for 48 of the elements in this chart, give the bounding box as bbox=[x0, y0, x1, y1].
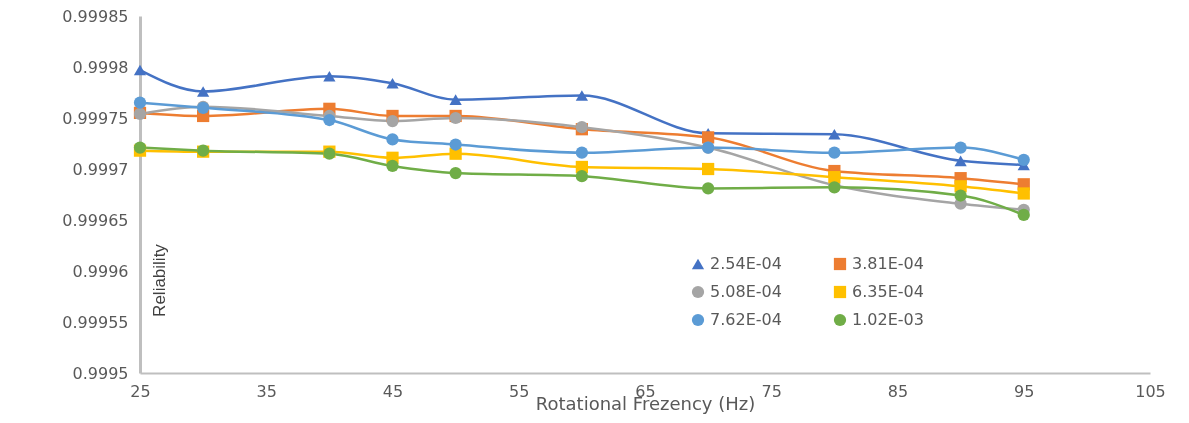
point bbox=[828, 146, 841, 159]
y-tick-label: 0.99955 bbox=[62, 312, 129, 332]
point bbox=[323, 113, 336, 127]
point bbox=[449, 138, 462, 151]
legend-label: 6.35E-04 bbox=[852, 282, 924, 301]
point bbox=[828, 129, 841, 140]
point bbox=[575, 146, 588, 159]
y-tick-label: 0.99965 bbox=[62, 210, 129, 230]
point bbox=[197, 86, 210, 97]
legend-label: 7.62E-04 bbox=[710, 310, 782, 329]
x-tick-label: 35 bbox=[256, 381, 277, 401]
legend-label: 1.02E-03 bbox=[852, 310, 924, 329]
point bbox=[386, 133, 399, 146]
point bbox=[1017, 187, 1030, 200]
y-tick-label: 0.99975 bbox=[62, 108, 129, 128]
point bbox=[449, 94, 462, 105]
point bbox=[702, 162, 715, 176]
point bbox=[954, 189, 967, 202]
x-tick-label: 45 bbox=[382, 381, 404, 401]
point bbox=[386, 114, 399, 128]
x-tick-label: 25 bbox=[130, 381, 151, 401]
x-tick-label: 95 bbox=[1014, 381, 1035, 401]
point bbox=[386, 159, 399, 173]
point bbox=[954, 141, 967, 154]
x-tick-label: 85 bbox=[887, 381, 909, 401]
y-tick-label: 0.99985 bbox=[62, 6, 129, 26]
point bbox=[386, 78, 399, 89]
point bbox=[323, 70, 336, 82]
y-axis-title: Reliability bbox=[149, 243, 169, 317]
point bbox=[133, 64, 147, 76]
point bbox=[702, 182, 715, 195]
point bbox=[449, 166, 462, 180]
legend-label: 3.81E-04 bbox=[852, 254, 924, 273]
point bbox=[575, 170, 588, 183]
point bbox=[133, 96, 147, 109]
point bbox=[1017, 153, 1030, 166]
y-tick-label: 0.9995 bbox=[72, 363, 129, 383]
x-tick-label: 105 bbox=[1135, 381, 1166, 401]
x-tick-label: 75 bbox=[761, 381, 782, 401]
point bbox=[954, 155, 967, 167]
y-tick-label: 0.9998 bbox=[72, 57, 129, 77]
y-tick-label: 0.9997 bbox=[72, 159, 129, 179]
point bbox=[1017, 208, 1030, 222]
legend-label: 2.54E-04 bbox=[710, 254, 782, 273]
x-tick-label: 55 bbox=[509, 381, 530, 401]
point bbox=[575, 90, 588, 101]
legend-label: 5.08E-04 bbox=[710, 282, 782, 301]
y-tick-label: 0.9996 bbox=[72, 261, 129, 281]
